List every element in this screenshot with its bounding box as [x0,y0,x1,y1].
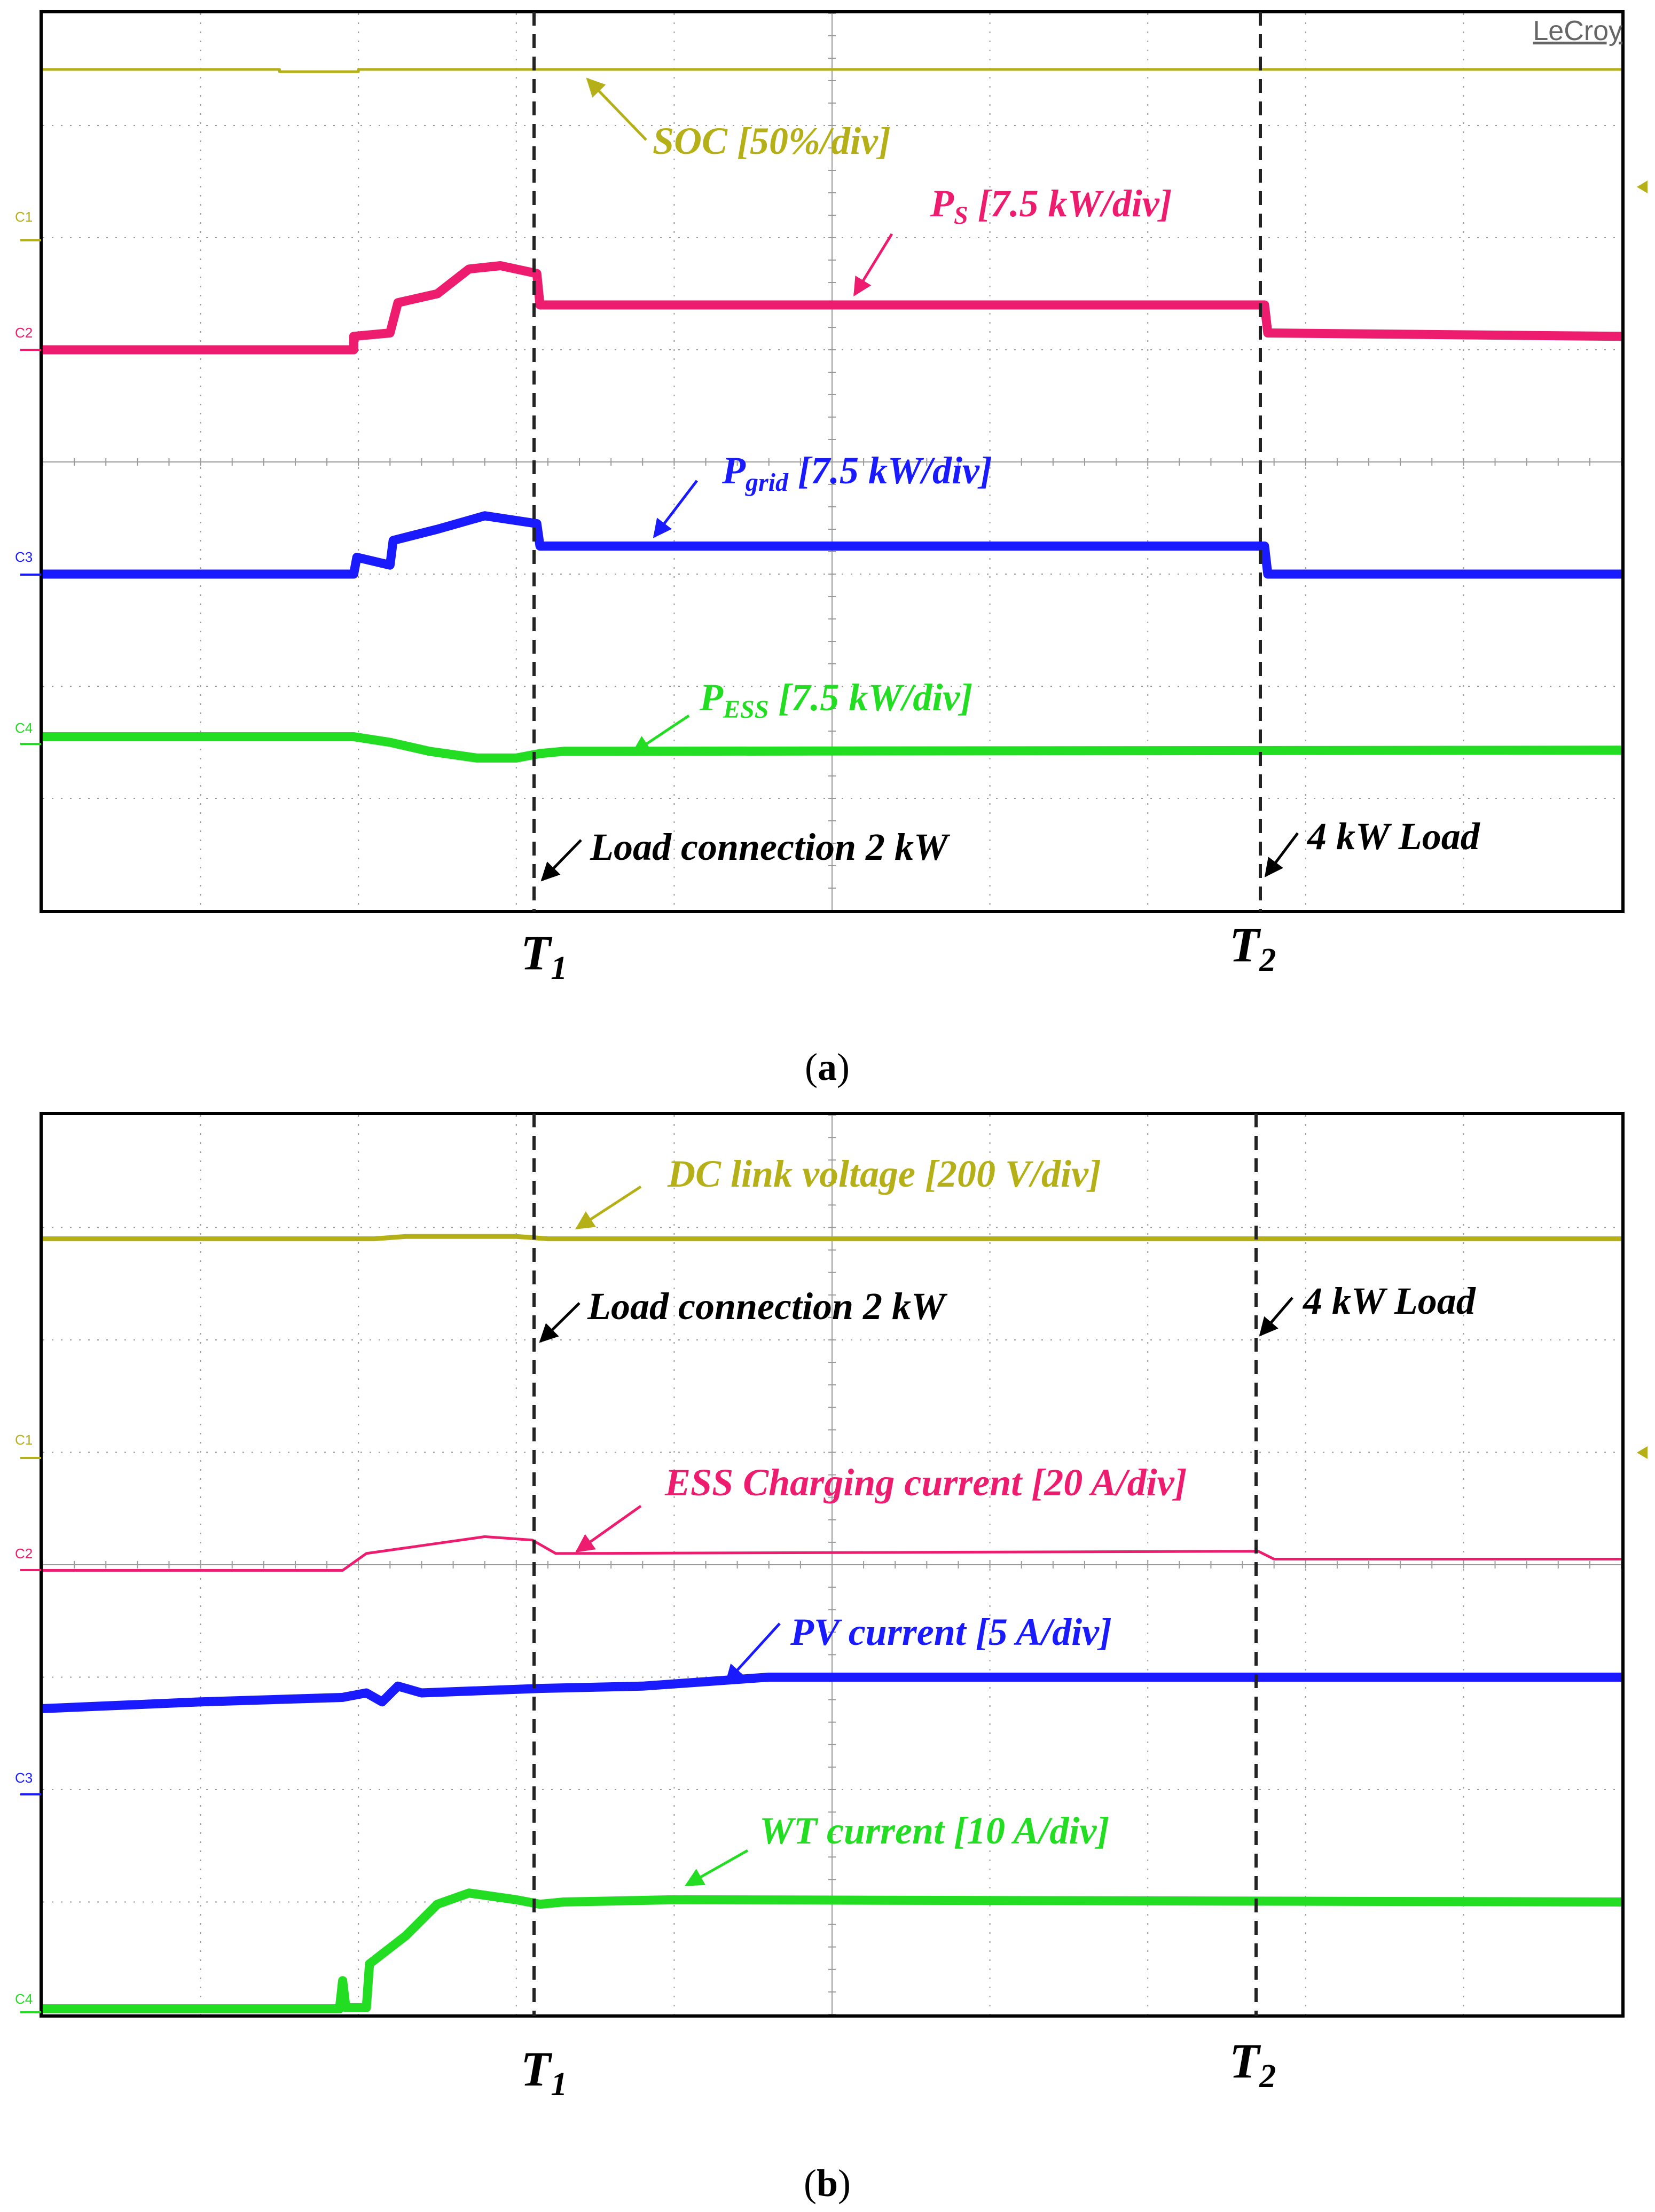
channel-label-c3-a: C3 [15,549,33,565]
trigger-marker-a [1637,181,1648,193]
grid-a [42,13,1622,911]
channel-label-c2-a: C2 [15,325,33,341]
pv-label: PV current [5 A/div] [790,1611,1112,1653]
traces-b [42,1234,1622,2013]
caption-b: (b) [804,2162,851,2205]
t2-marker-b: T2 [1229,2034,1276,2095]
ess-arrow [575,1504,642,1553]
pess-arrow [631,714,690,755]
ps-arrow [853,233,893,296]
load2-arrow-b [1259,1297,1293,1337]
ps-label: PS [7.5 kW/div] [930,182,1172,230]
screen-frame-a [40,10,1625,913]
load1-label-b: Load connection 2 kW [587,1285,948,1328]
series-line-b-3 [42,1673,1621,1713]
ess-label: ESS Charging current [20 A/div] [664,1461,1187,1504]
screen-frame-b [40,1112,1625,2018]
lecroy-logo: LeCroy [1533,15,1622,46]
load1-arrow-b [539,1302,581,1343]
pv-arrow [725,1622,781,1684]
grid-b [42,1115,1622,2015]
soc-label: SOC [50%/div] [653,120,891,162]
load2-label-b: 4 kW Load [1302,1280,1476,1322]
channel-label-c4-b: C4 [15,1991,33,2007]
series-line-b-1 [43,1234,1621,1242]
channel-label-c1-b: C1 [15,1432,33,1448]
series-line-a-4 [43,732,1622,763]
dc-arrow [575,1185,642,1230]
wt-arrow [684,1849,749,1887]
channel-label-c3-b: C3 [15,1770,33,1786]
panel-b: C1 C2 C3 C4 DC link voltage [200 V/div] … [15,1112,1648,2205]
panel-a: LeCroy C1 C2 C3 C4 SOC [50%/div] PS [7.5… [15,10,1648,1088]
t1-marker-b: T1 [521,2042,567,2103]
load1-label-a: Load connection 2 kW [590,826,951,868]
channel-label-c1-a: C1 [15,209,33,225]
pgrid-label: Pgrid [7.5 kW/div] [721,449,992,497]
series-line-b-4 [43,1888,1622,2013]
channel-label-c4-a: C4 [15,720,33,736]
load2-label-a: 4 kW Load [1306,815,1480,858]
load2-arrow-a [1264,832,1299,877]
series-line-a-2 [43,261,1622,355]
soc-arrow [586,77,647,141]
wt-label: WT current [10 A/div] [759,1809,1109,1852]
pess-label: PESS [7.5 kW/div] [699,676,972,724]
series-line-a-3 [43,511,1621,579]
channel-label-c2-b: C2 [15,1546,33,1562]
dc-label: DC link voltage [200 V/div] [667,1152,1101,1195]
pgrid-arrow [653,480,698,538]
t1-marker-a: T1 [521,925,567,986]
traces-a [43,68,1622,763]
series-line-a-1 [43,68,1621,73]
load1-arrow-a [540,839,582,882]
series-line-b-2 [43,1535,1621,1572]
caption-a: (a) [805,1046,850,1088]
t2-marker-a: T2 [1229,917,1276,978]
trigger-marker-b [1637,1446,1648,1459]
